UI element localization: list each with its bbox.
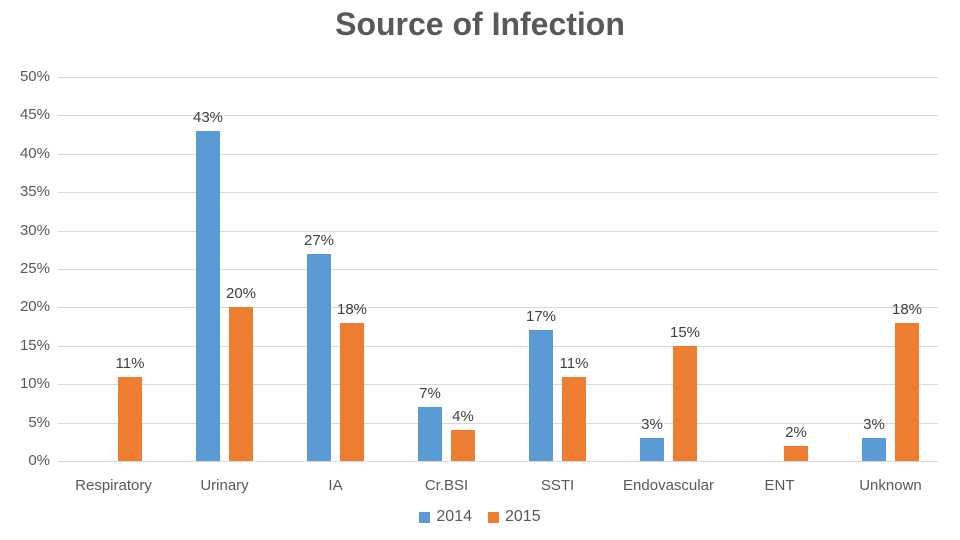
bar-2015-unknown xyxy=(895,322,919,461)
bar-2015-cr-bsi xyxy=(451,430,475,461)
data-label-2015-unknown: 18% xyxy=(891,300,923,318)
data-label-2015-ia: 18% xyxy=(336,300,368,318)
y-axis-tick-label: 50% xyxy=(19,68,50,85)
gridline-20- xyxy=(58,307,938,309)
y-axis-tick-label: 20% xyxy=(19,298,50,316)
data-label-2015-ssti: 11% xyxy=(559,354,589,372)
x-axis-category-label-urinary: Urinary xyxy=(200,477,249,494)
x-axis-category-label-ssti: SSTI xyxy=(540,477,575,494)
gridline-25- xyxy=(58,269,938,270)
y-axis-tick-label: 30% xyxy=(19,221,50,239)
y-axis-tick-label: 10% xyxy=(19,375,50,393)
bar-2015-respiratory xyxy=(118,376,142,461)
bar-2014-unknown xyxy=(862,437,886,461)
gridline-35- xyxy=(58,192,938,194)
data-label-2015-endovascular: 15% xyxy=(669,323,701,341)
legend-swatch-2014 xyxy=(419,511,431,523)
legend-item-2014: 2014 xyxy=(419,508,472,526)
y-axis-tick-label: 40% xyxy=(19,144,50,162)
gridline-30- xyxy=(58,230,938,232)
gridline-40- xyxy=(58,153,938,155)
bar-2014-ssti xyxy=(529,330,553,461)
gridline-15- xyxy=(58,345,938,347)
data-label-2014-ssti: 17% xyxy=(525,308,557,326)
data-label-2015-urinary: 20% xyxy=(225,285,257,303)
bar-2014-cr-bsi xyxy=(418,407,442,461)
data-label-2014-urinary: 43% xyxy=(192,108,224,126)
x-axis-category-label-cr-bsi: Cr.BSI xyxy=(424,477,469,494)
data-label-2014-cr-bsi: 7% xyxy=(419,385,441,403)
bar-2015-ent xyxy=(784,445,808,461)
data-label-2014-unknown: 3% xyxy=(863,415,885,433)
legend-swatch-2015 xyxy=(488,511,499,523)
bar-2015-ia xyxy=(340,322,364,461)
x-axis-category-label-ent: ENT xyxy=(764,477,795,494)
x-axis-category-label-unknown: Unknown xyxy=(859,477,922,494)
data-label-2014-ia: 27% xyxy=(303,231,335,249)
gridline-5- xyxy=(58,422,938,424)
gridline-45- xyxy=(58,115,938,117)
y-axis-tick-label: 0% xyxy=(28,452,50,469)
chart-title: Source of Infection xyxy=(335,6,625,42)
y-axis-tick-label: 45% xyxy=(19,106,50,124)
x-axis-category-label-ia: IA xyxy=(328,477,343,494)
y-axis-tick-label: 5% xyxy=(28,413,50,431)
x-axis-category-label-endovascular: Endovascular xyxy=(623,477,714,494)
bar-2015-ssti xyxy=(562,376,586,461)
gridline-0- xyxy=(58,461,938,462)
data-label-2015-ent: 2% xyxy=(785,423,807,441)
bar-2015-endovascular xyxy=(673,345,697,461)
gridline-50- xyxy=(58,77,938,78)
y-axis-tick-label: 15% xyxy=(19,336,50,354)
x-axis-category-label-respiratory: Respiratory xyxy=(75,477,152,494)
legend-label-2015: 2015 xyxy=(505,508,541,525)
gridline-10- xyxy=(58,384,938,386)
bar-2014-urinary xyxy=(196,130,220,461)
legend-label-2014: 2014 xyxy=(436,508,472,525)
data-label-2015-respiratory: 11% xyxy=(115,354,145,372)
y-axis-tick-label: 35% xyxy=(19,183,50,201)
legend-item-2015: 2015 xyxy=(488,508,541,526)
bar-2015-urinary xyxy=(229,307,253,461)
data-label-2015-cr-bsi: 4% xyxy=(452,408,474,426)
bar-2014-ia xyxy=(307,253,331,461)
data-label-2014-endovascular: 3% xyxy=(641,415,663,433)
bar-2014-endovascular xyxy=(640,437,664,461)
chart-legend: 2014 2015 xyxy=(0,508,960,526)
y-axis-tick-label: 25% xyxy=(19,260,50,277)
